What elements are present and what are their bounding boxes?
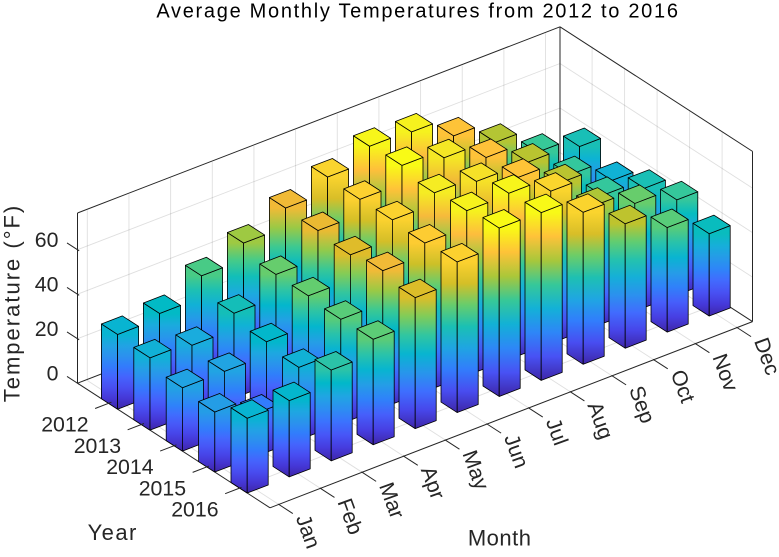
svg-text:2015: 2015 [139, 476, 186, 500]
svg-text:40: 40 [35, 273, 59, 297]
svg-text:Year: Year [88, 520, 138, 545]
svg-text:Average Monthly Temperatures f: Average Monthly Temperatures from 2012 t… [156, 1, 679, 23]
svg-text:Month: Month [468, 525, 532, 550]
svg-text:2014: 2014 [106, 455, 154, 479]
svg-text:0: 0 [47, 362, 59, 386]
svg-text:60: 60 [35, 228, 59, 252]
svg-text:2012: 2012 [41, 413, 88, 437]
svg-text:Temperature (°F): Temperature (°F) [0, 204, 25, 403]
svg-text:2013: 2013 [74, 434, 121, 458]
svg-text:2016: 2016 [171, 498, 218, 522]
svg-text:20: 20 [35, 317, 59, 341]
